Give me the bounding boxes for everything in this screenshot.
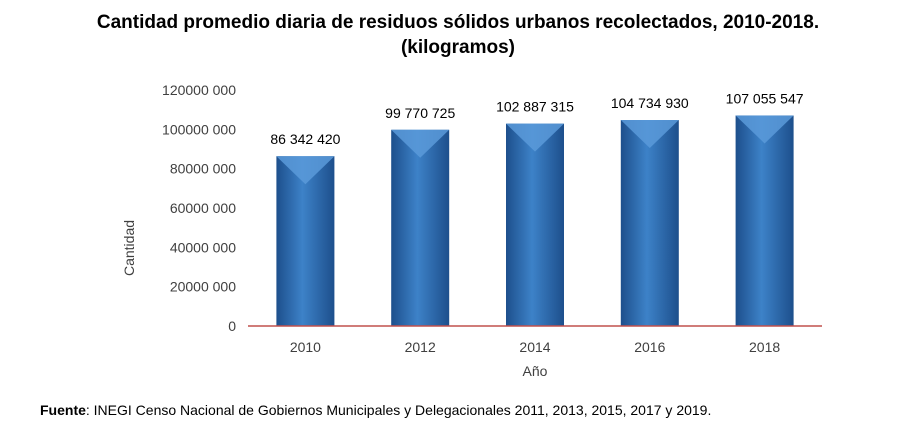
source-label: Fuente bbox=[40, 402, 86, 418]
bar-top-highlight bbox=[506, 123, 564, 152]
y-axis-title: Cantidad bbox=[121, 220, 137, 276]
y-tick-label: 100000 000 bbox=[162, 121, 236, 137]
bar-top-highlight bbox=[391, 129, 450, 158]
data-label: 102 887 315 bbox=[496, 99, 574, 115]
chart-subtitle: (kilogramos) bbox=[400, 37, 516, 58]
y-tick-label: 80000 000 bbox=[170, 161, 236, 177]
y-tick-label: 0 bbox=[228, 318, 236, 334]
data-label: 86 342 420 bbox=[270, 131, 340, 147]
x-tick-label: 2012 bbox=[405, 339, 436, 355]
x-axis-title: Año bbox=[523, 363, 548, 379]
data-label: 99 770 725 bbox=[385, 105, 455, 121]
bar bbox=[620, 120, 679, 326]
bar bbox=[276, 156, 335, 326]
data-label: 104 734 930 bbox=[611, 95, 689, 111]
y-tick-label: 40000 000 bbox=[170, 239, 236, 255]
y-tick-label: 20000 000 bbox=[170, 279, 236, 295]
x-tick-label: 2014 bbox=[519, 339, 550, 355]
x-tick-label: 2016 bbox=[634, 339, 665, 355]
y-tick-label: 120000 000 bbox=[162, 82, 236, 98]
bar bbox=[735, 115, 794, 326]
x-tick-label: 2010 bbox=[290, 339, 321, 355]
data-label: 107 055 547 bbox=[726, 90, 804, 106]
bar-top-highlight bbox=[620, 120, 679, 149]
x-tick-label: 2018 bbox=[749, 339, 780, 355]
y-tick-label: 60000 000 bbox=[170, 200, 236, 216]
bar bbox=[391, 129, 450, 326]
bar-top-highlight bbox=[276, 156, 335, 185]
source-text: : INEGI Censo Nacional de Gobiernos Muni… bbox=[85, 402, 712, 418]
bar bbox=[506, 123, 564, 327]
source-note: Fuente: INEGI Censo Nacional de Gobierno… bbox=[40, 402, 711, 418]
chart-title: Cantidad promedio diaria de residuos sól… bbox=[96, 12, 820, 33]
bar-top-highlight bbox=[735, 115, 794, 144]
